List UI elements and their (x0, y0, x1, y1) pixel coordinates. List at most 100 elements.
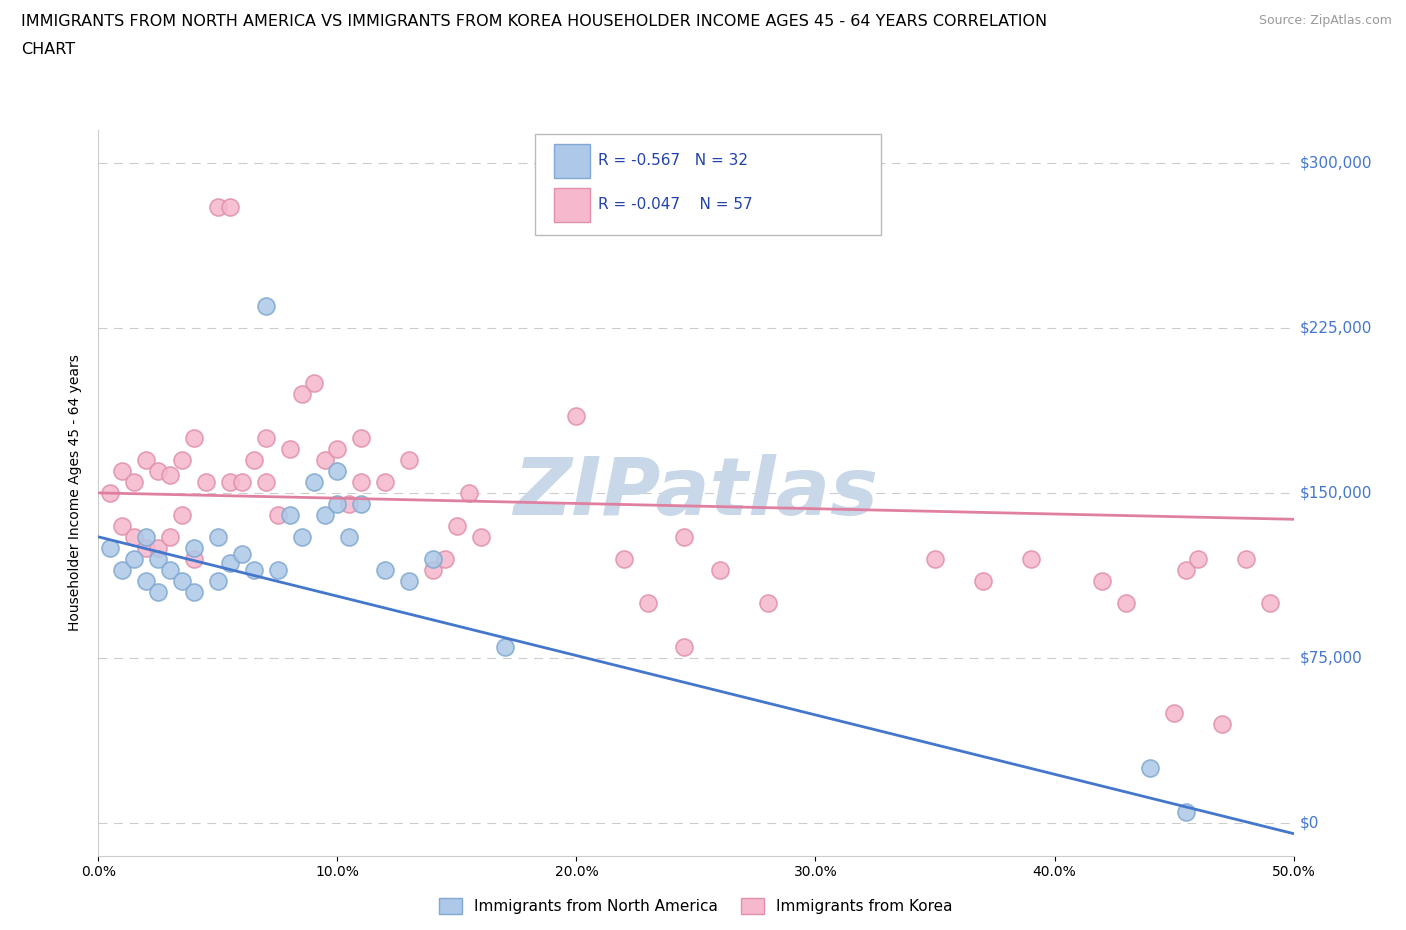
Point (172, 508, 194, 523)
Point (159, 468, 181, 483)
Text: $150,000: $150,000 (1299, 485, 1372, 500)
Point (337, 529, 360, 544)
Point (278, 442, 301, 457)
Point (326, 463, 349, 478)
FancyBboxPatch shape (554, 144, 589, 178)
Point (1139, 760, 1161, 775)
Point (673, 639, 696, 654)
Point (350, 497, 373, 512)
Text: R = -0.047    N = 57: R = -0.047 N = 57 (598, 196, 752, 212)
Point (135, 540, 157, 555)
Point (194, 474, 217, 489)
Point (207, 529, 229, 544)
Y-axis label: Householder Income Ages 45 - 64 years: Householder Income Ages 45 - 64 years (69, 354, 83, 631)
Point (111, 463, 134, 478)
Point (326, 497, 349, 512)
Point (231, 474, 253, 489)
Point (111, 563, 134, 578)
Point (494, 639, 516, 654)
Point (398, 453, 420, 468)
Point (1175, 563, 1198, 578)
Point (337, 497, 360, 512)
Point (243, 453, 266, 468)
Point (637, 595, 659, 610)
Point (159, 529, 181, 544)
Point (231, 547, 253, 562)
Point (756, 595, 779, 610)
Point (972, 574, 994, 589)
Point (124, 529, 146, 544)
Point (398, 574, 420, 589)
Text: ZIPatlas: ZIPatlas (513, 454, 879, 532)
Point (1115, 595, 1137, 610)
Point (172, 574, 194, 589)
Point (219, 556, 242, 571)
Point (1175, 804, 1198, 819)
Point (709, 563, 731, 578)
Text: $75,000: $75,000 (1299, 650, 1362, 665)
Point (267, 563, 290, 578)
Point (290, 529, 312, 544)
Point (278, 508, 301, 523)
Point (374, 563, 396, 578)
Point (148, 463, 170, 478)
Point (254, 431, 277, 445)
Point (124, 551, 146, 566)
Point (219, 474, 242, 489)
Point (422, 563, 444, 578)
Text: $300,000: $300,000 (1299, 155, 1372, 171)
Point (302, 376, 325, 391)
Point (1234, 551, 1257, 566)
Point (350, 474, 373, 489)
Point (613, 551, 636, 566)
Point (673, 529, 696, 544)
Point (172, 453, 194, 468)
Point (374, 474, 396, 489)
Point (135, 529, 157, 544)
FancyBboxPatch shape (554, 188, 589, 221)
Point (111, 518, 134, 533)
Point (1019, 551, 1042, 566)
Point (1258, 595, 1281, 610)
Point (148, 584, 170, 599)
Point (183, 431, 205, 445)
Point (315, 508, 337, 523)
Point (183, 584, 205, 599)
Text: IMMIGRANTS FROM NORTH AMERICA VS IMMIGRANTS FROM KOREA HOUSEHOLDER INCOME AGES 4: IMMIGRANTS FROM NORTH AMERICA VS IMMIGRA… (21, 14, 1047, 29)
Point (148, 540, 170, 555)
Point (1187, 551, 1209, 566)
Point (243, 563, 266, 578)
FancyBboxPatch shape (534, 134, 882, 235)
Point (98, 485, 122, 500)
Point (290, 387, 312, 402)
Point (148, 551, 170, 566)
Point (924, 551, 946, 566)
Point (135, 574, 157, 589)
Point (98, 540, 122, 555)
Point (315, 453, 337, 468)
Point (207, 574, 229, 589)
Point (124, 474, 146, 489)
Point (1091, 574, 1114, 589)
Point (326, 442, 349, 457)
Point (565, 408, 588, 423)
Point (254, 474, 277, 489)
Point (207, 200, 229, 215)
Point (433, 551, 456, 566)
Point (267, 508, 290, 523)
Point (1163, 705, 1185, 720)
Point (254, 299, 277, 313)
Point (446, 518, 468, 533)
Point (159, 563, 181, 578)
Point (183, 551, 205, 566)
Point (350, 431, 373, 445)
Point (183, 540, 205, 555)
Point (302, 474, 325, 489)
Text: R = -0.567   N = 32: R = -0.567 N = 32 (598, 153, 748, 168)
Point (219, 200, 242, 215)
Point (458, 485, 481, 500)
Text: $225,000: $225,000 (1299, 321, 1372, 336)
Point (422, 551, 444, 566)
Text: $0: $0 (1299, 815, 1319, 830)
Point (135, 453, 157, 468)
